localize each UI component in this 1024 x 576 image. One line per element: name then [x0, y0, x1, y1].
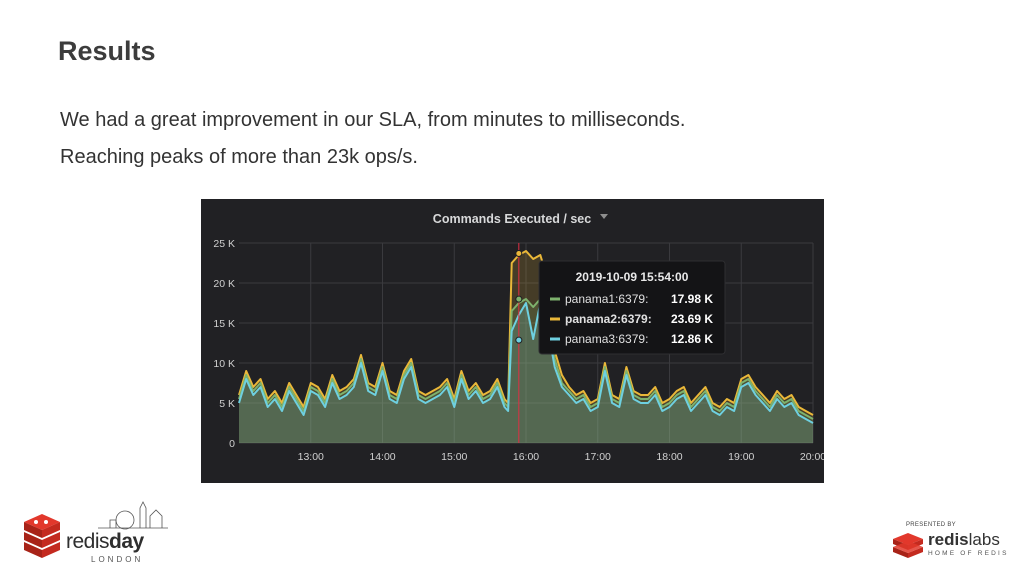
redisday-logo: [24, 501, 168, 558]
cursor-point: [515, 336, 523, 344]
x-tick-label: 17:00: [585, 451, 611, 463]
tooltip-time: 2019-10-09 15:54:00: [576, 270, 689, 284]
x-axis: 13:00 14:00 15:00 16:00 17:00 18:00 19:00 20:00: [298, 451, 824, 463]
redislabs-wordmark: redislabs: [928, 530, 1000, 549]
chart-panel: Commands Executed / sec 0 5 K 10 K 15 K 20 K…: [201, 199, 824, 483]
cursor-point: [515, 295, 523, 303]
tooltip-series-label: panama3:6379:: [565, 332, 648, 346]
chart-title[interactable]: Commands Executed / sec: [433, 212, 591, 226]
x-tick-label: 16:00: [513, 451, 539, 463]
redislabs-cube-icon: [893, 533, 923, 558]
commands-chart: Commands Executed / sec 0 5 K 10 K 15 K 20 K…: [213, 212, 824, 463]
series-area-3: [239, 303, 813, 443]
hover-cursor: [515, 243, 523, 443]
series-area-2: [239, 251, 813, 443]
london-skyline-icon: [98, 501, 168, 530]
x-tick-label: 18:00: [656, 451, 682, 463]
y-tick-label: 0: [229, 438, 235, 450]
x-tick-label: 14:00: [369, 451, 395, 463]
y-tick-label: 5 K: [219, 398, 235, 410]
redisday-wordmark: redisday: [66, 530, 144, 553]
y-axis: 0 5 K 10 K 15 K 20 K 25 K: [213, 238, 235, 450]
series-line-3: [238, 302, 814, 424]
redisday-city: LONDON: [91, 555, 144, 564]
tooltip-box: [538, 260, 726, 355]
bullet-sla: We had a great improvement in our SLA, f…: [60, 109, 686, 131]
redislabs-tagline: HOME OF REDIS: [928, 550, 1009, 557]
tooltip-series-value: 12.86 K: [671, 332, 713, 346]
y-tick-label: 10 K: [213, 358, 235, 370]
redis-cube-icon: [24, 514, 60, 558]
slide-title: Results: [58, 36, 156, 66]
y-tick-label: 20 K: [213, 278, 235, 290]
bullet-peaks: Reaching peaks of more than 23k ops/s.: [60, 146, 418, 168]
tooltip-series-value: 23.69 K: [671, 312, 713, 326]
series-areas: [239, 251, 813, 443]
tooltip: 2019-10-09 15:54:00 panama1:6379: 17.98 K…: [538, 260, 726, 355]
x-tick-label: 20:00: [800, 451, 824, 463]
tooltip-series-value: 17.98 K: [671, 292, 713, 306]
tooltip-series-label: panama1:6379:: [565, 292, 648, 306]
tooltip-series-label: panama2:6379:: [565, 312, 652, 326]
presented-by-label: PRESENTED BY: [906, 522, 956, 528]
x-tick-label: 15:00: [441, 451, 467, 463]
series-line-2: [238, 250, 814, 416]
chevron-down-icon[interactable]: [600, 214, 608, 219]
cursor-point: [515, 249, 523, 257]
series-lines: [238, 250, 814, 424]
series-line-1: [238, 298, 814, 420]
y-tick-label: 15 K: [213, 318, 235, 330]
y-tick-label: 25 K: [213, 238, 235, 250]
x-tick-label: 13:00: [298, 451, 324, 463]
x-tick-label: 19:00: [728, 451, 754, 463]
